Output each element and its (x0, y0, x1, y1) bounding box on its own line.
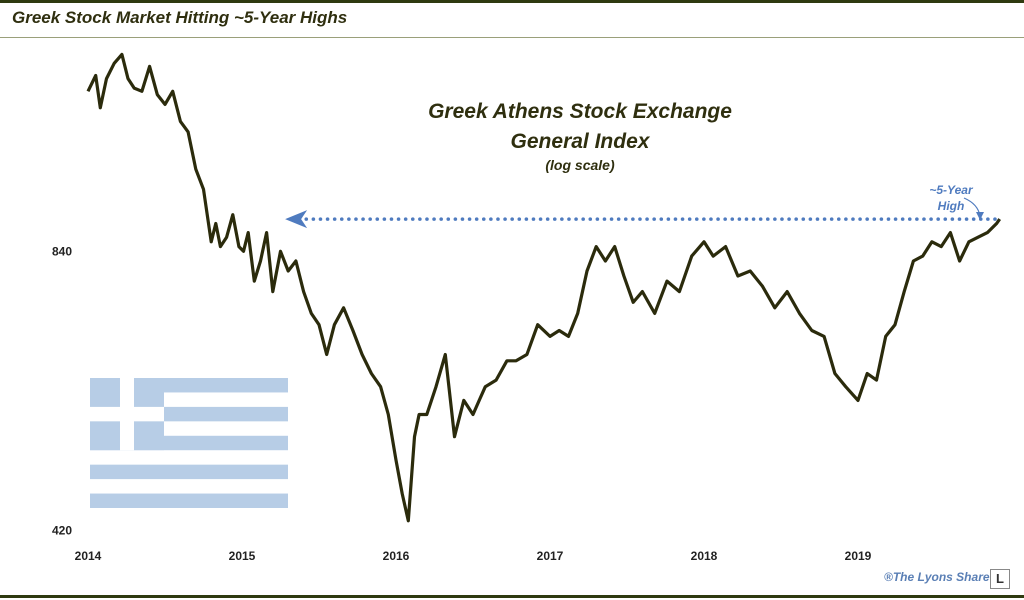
series-layer (86, 52, 1002, 523)
x-tick-label: 2019 (845, 549, 872, 563)
x-tick-label: 2014 (75, 549, 102, 563)
annotation-pointer-head (976, 212, 984, 220)
bottom-border (0, 595, 1024, 598)
annotation-label-line1: ~5-Year (929, 183, 974, 197)
arrowhead-icon (285, 210, 308, 229)
flag-canton-square (134, 421, 164, 451)
x-tick-label: 2015 (229, 549, 256, 563)
x-tick-label: 2017 (537, 549, 564, 563)
y-tick-label: 840 (52, 244, 72, 258)
x-tick-label: 2018 (691, 549, 718, 563)
x-axis-ticks: 2014 2015 2016 2017 2018 2019 (75, 549, 872, 563)
flag-canton-square (90, 378, 120, 407)
flag-stripe (90, 493, 288, 508)
chart-subtitle: General Index (511, 130, 651, 153)
flag-canton-square (134, 378, 164, 407)
brand-logo: L (990, 569, 1010, 589)
chart-title-block: Greek Athens Stock Exchange General Inde… (428, 100, 732, 173)
five-year-high-annotation: ~5-Year High (285, 183, 1002, 229)
flag-stripe (90, 464, 288, 480)
y-axis-ticks: 840 420 (52, 244, 72, 537)
page-title: Greek Stock Market Hitting ~5-Year Highs (12, 8, 348, 27)
title-divider (0, 37, 1024, 38)
greek-flag-image (90, 378, 288, 508)
y-tick-label: 420 (52, 523, 72, 537)
index-series-line (86, 52, 1002, 523)
chart-scale-note: (log scale) (545, 157, 615, 173)
credit-text: ®The Lyons Share (884, 570, 990, 584)
flag-canton-square (90, 421, 120, 451)
top-border (0, 0, 1024, 3)
x-tick-label: 2016 (383, 549, 410, 563)
annotation-label-line2: High (938, 199, 965, 213)
chart-title: Greek Athens Stock Exchange (428, 100, 732, 123)
